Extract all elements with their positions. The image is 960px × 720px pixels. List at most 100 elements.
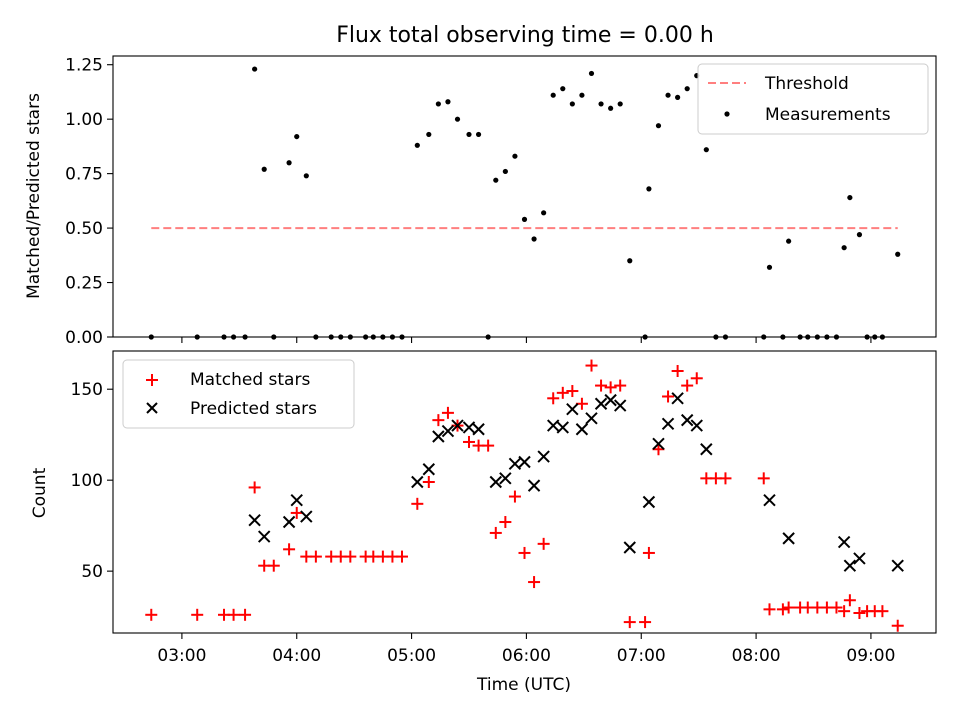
measurement-point: [261, 166, 267, 172]
predicted-star-point: [613, 399, 627, 412]
predicted-star-point: [508, 457, 522, 471]
matched-star-point: [191, 608, 204, 621]
measurement-point: [426, 131, 432, 138]
measurement-point: [569, 101, 575, 107]
bottom-legend-box: [122, 359, 355, 429]
predicted-star-point: [763, 493, 776, 507]
bottom-legend: Matched stars Predicted stars: [122, 359, 355, 429]
predicted-star-point: [451, 419, 464, 432]
predicted-star-point: [566, 403, 579, 416]
matched-star-point: [499, 516, 512, 529]
matched-star-point: [830, 601, 843, 614]
matched-star-point: [441, 406, 454, 419]
matched-star-point: [763, 603, 776, 616]
predicted-star-point: [527, 479, 541, 492]
x-tick-label: 04:00: [272, 646, 321, 666]
top-y-tick-label: 0.50: [65, 219, 103, 239]
measurement-point: [414, 142, 420, 148]
measurement-point: [895, 251, 901, 257]
top-legend-box: [697, 63, 929, 135]
predicted-star-point: [843, 559, 857, 572]
measurement-point: [502, 168, 508, 175]
predicted-legend-label: Predicted stars: [190, 399, 317, 419]
predicted-star-point: [700, 443, 713, 456]
measurement-point: [560, 86, 566, 92]
measurement-point: [646, 186, 652, 192]
matched-star-point: [623, 616, 636, 629]
count-points: [145, 359, 904, 632]
predicted-star-point: [499, 472, 512, 485]
matched-star-point: [575, 397, 588, 410]
matched-star-point: [585, 359, 598, 372]
top-axes: 0.00 0.25 0.50 0.75 1.00 1.25 Matched/Predict…: [24, 55, 937, 348]
matched-star-point: [652, 443, 665, 456]
x-tick-label: 06:00: [502, 646, 551, 666]
x-tick-label: 08:00: [732, 646, 781, 666]
predicted-star-point: [422, 463, 436, 476]
predicted-star-point: [782, 532, 795, 545]
matched-legend-marker: [146, 374, 158, 386]
x-tick-label: 07:00: [617, 646, 666, 666]
measurement-point: [847, 194, 853, 201]
top-y-axis-label: Matched/Predicted stars: [24, 93, 44, 299]
bottom-axes-frame: [112, 350, 937, 634]
measurement-point: [493, 177, 499, 183]
matched-star-point: [432, 414, 445, 427]
predicted-star-point: [680, 413, 694, 427]
x-axis-label: Time (UTC): [476, 675, 571, 695]
predicted-star-point: [547, 419, 560, 432]
top-y-tick-label: 1.00: [65, 110, 103, 130]
matched-star-point: [309, 550, 322, 563]
predicted-star-point: [441, 424, 455, 438]
top-axes-frame: [112, 55, 937, 338]
matched-star-point: [528, 576, 541, 589]
top-y-tick-label: 1.25: [65, 56, 103, 76]
matched-star-point: [681, 379, 694, 392]
predicted-star-point: [642, 495, 656, 509]
predicted-star-point: [462, 421, 476, 434]
matched-star-point: [662, 390, 675, 403]
matched-star-point: [595, 379, 608, 392]
predicted-star-point: [604, 393, 617, 407]
measurement-point: [445, 99, 451, 105]
bottom-y-axis-label: Count: [30, 467, 50, 518]
measurement-point: [665, 92, 671, 98]
measurement-point: [550, 92, 556, 98]
measurement-point: [475, 131, 482, 138]
top-legend: Threshold Measurements: [697, 63, 929, 135]
matched-star-point: [639, 616, 652, 629]
predicted-star-point: [690, 419, 703, 432]
bottom-y-tick-label: 100: [71, 471, 103, 491]
measurements-legend-marker: [724, 111, 730, 117]
matched-star-point: [344, 550, 357, 563]
measurement-point: [454, 116, 461, 122]
predicted-star-point: [290, 493, 303, 507]
matched-star-point: [547, 392, 560, 405]
measurement-point: [608, 105, 614, 111]
matched-star-point: [239, 608, 252, 621]
predicted-star-point: [575, 423, 589, 436]
matched-star-point: [757, 472, 770, 485]
matched-star-point: [411, 497, 424, 510]
measurement-point: [841, 245, 847, 251]
measurement-point: [675, 94, 681, 100]
measurement-points: [148, 66, 901, 340]
matched-star-point: [838, 605, 851, 618]
measurement-point: [531, 236, 537, 242]
matched-star-point: [853, 606, 866, 619]
matched-star-point: [719, 472, 732, 485]
matched-star-point: [489, 526, 502, 539]
matched-star-point: [422, 475, 435, 488]
measurement-point: [252, 66, 258, 72]
predicted-star-point: [891, 559, 904, 572]
x-tick-label: 09:00: [846, 646, 895, 666]
matched-star-point: [642, 546, 655, 559]
matched-star-point: [843, 594, 856, 607]
measurement-point: [466, 131, 472, 138]
measurement-point: [303, 173, 309, 179]
predicted-star-point: [537, 450, 550, 463]
predicted-star-point: [623, 541, 636, 554]
matched-star-point: [614, 379, 627, 392]
matched-star-point: [290, 506, 303, 519]
